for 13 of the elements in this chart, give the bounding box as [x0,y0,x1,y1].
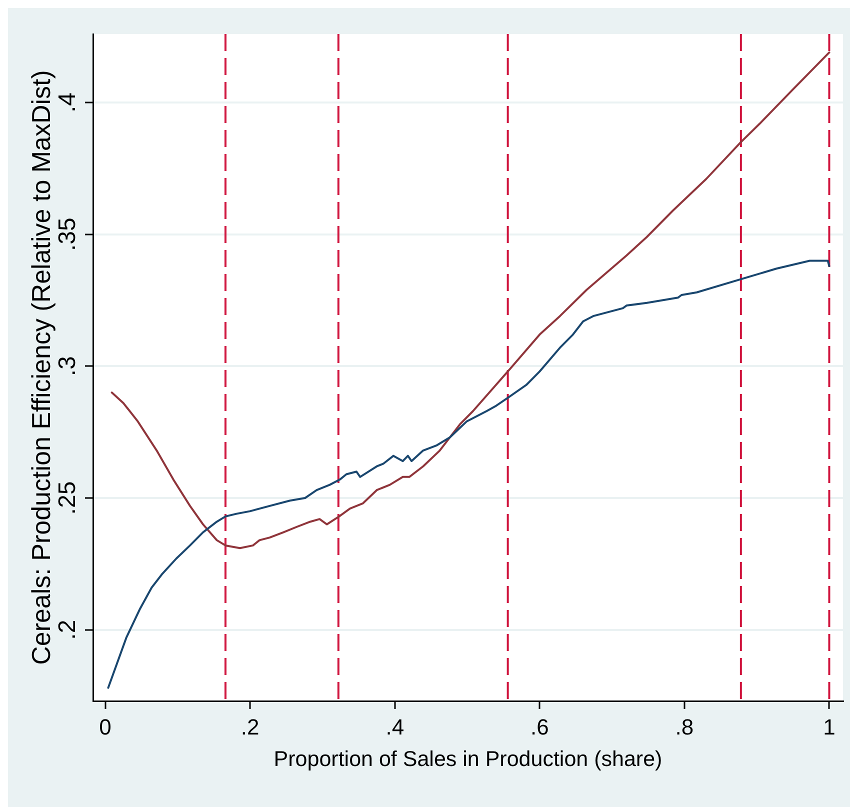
x-tick-label: .2 [240,714,260,740]
x-tick-label: 0 [99,714,112,740]
y-tick-label: .2 [54,620,81,640]
x-axis-title: Proportion of Sales in Production (share) [274,747,662,772]
x-tick-label: .6 [530,714,549,740]
y-tick-label: .4 [54,92,81,113]
y-tick-label: .25 [54,481,81,515]
y-tick-label: .3 [54,356,81,376]
x-tick-label: .8 [675,714,694,740]
y-axis-title: Cereals: Production Efficiency (Relative to MaxDist) [26,70,56,665]
x-tick-label: .4 [386,714,404,740]
x-tick-label: 1 [823,714,836,740]
y-tick-label: .35 [54,218,81,252]
